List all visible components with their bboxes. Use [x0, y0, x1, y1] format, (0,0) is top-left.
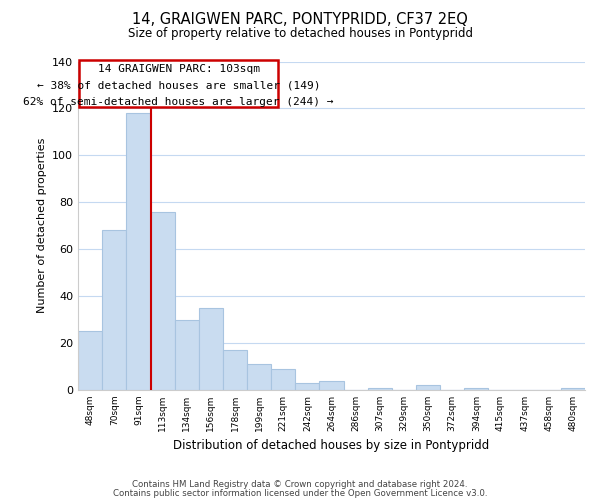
Bar [247, 364, 271, 390]
Bar [102, 230, 127, 390]
FancyBboxPatch shape [79, 60, 278, 107]
Bar [561, 388, 585, 390]
Text: Contains public sector information licensed under the Open Government Licence v3: Contains public sector information licen… [113, 488, 487, 498]
Bar [319, 380, 344, 390]
Bar [464, 388, 488, 390]
Text: 14 GRAIGWEN PARC: 103sqm: 14 GRAIGWEN PARC: 103sqm [98, 64, 260, 74]
Bar [295, 383, 319, 390]
Text: 62% of semi-detached houses are larger (244) →: 62% of semi-detached houses are larger (… [23, 96, 334, 106]
Text: Contains HM Land Registry data © Crown copyright and database right 2024.: Contains HM Land Registry data © Crown c… [132, 480, 468, 489]
Y-axis label: Number of detached properties: Number of detached properties [37, 138, 47, 314]
Bar [151, 212, 175, 390]
Text: Size of property relative to detached houses in Pontypridd: Size of property relative to detached ho… [128, 28, 473, 40]
Bar [175, 320, 199, 390]
Bar [199, 308, 223, 390]
Bar [416, 385, 440, 390]
Bar [78, 332, 102, 390]
X-axis label: Distribution of detached houses by size in Pontypridd: Distribution of detached houses by size … [173, 440, 490, 452]
Bar [223, 350, 247, 390]
Bar [127, 113, 151, 390]
Text: 14, GRAIGWEN PARC, PONTYPRIDD, CF37 2EQ: 14, GRAIGWEN PARC, PONTYPRIDD, CF37 2EQ [132, 12, 468, 28]
Bar [368, 388, 392, 390]
Text: ← 38% of detached houses are smaller (149): ← 38% of detached houses are smaller (14… [37, 80, 320, 90]
Bar [271, 369, 295, 390]
